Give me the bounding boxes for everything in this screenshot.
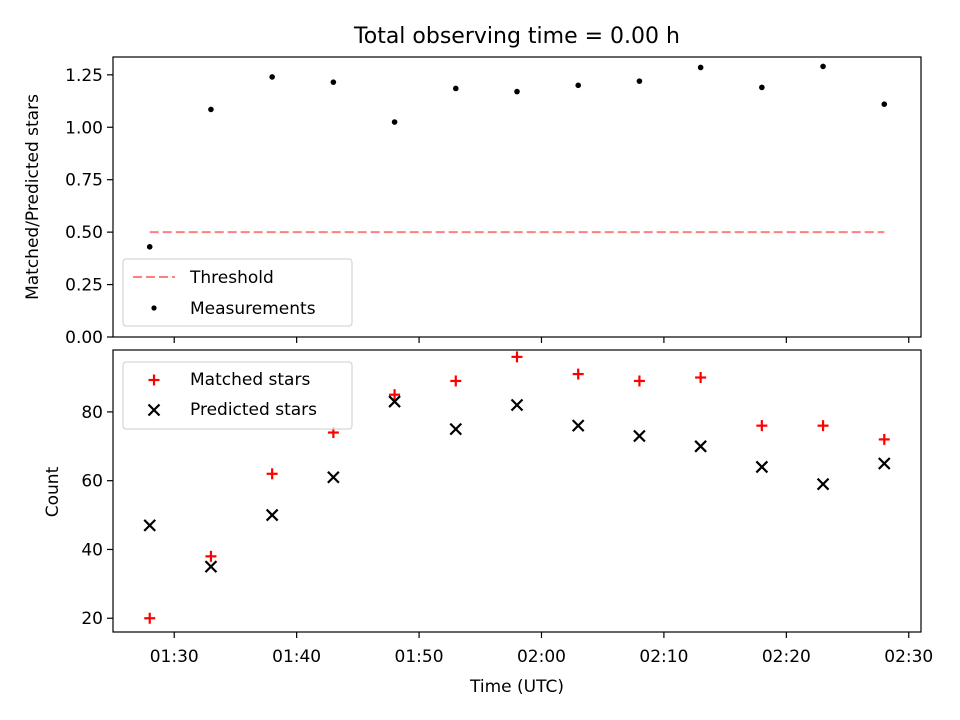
ratio-y-axis-label: Matched/Predicted stars (23, 94, 43, 300)
matched-stars-point (144, 612, 156, 624)
ratio-plot-area (146, 63, 888, 250)
count-y-axis: 20 40 60 80 (81, 403, 113, 629)
ratio-y-axis: 0.00 0.25 0.50 0.75 1.00 1.25 (65, 66, 113, 348)
measurement-point (636, 78, 643, 84)
matched-stars-point (511, 351, 523, 363)
ratio-legend-box (122, 258, 353, 327)
ratio-legend: Threshold Measurements (122, 258, 353, 327)
cross-marker-b (510, 398, 524, 412)
ratio-y-tick-label: 1.25 (65, 66, 103, 86)
measurement-point (514, 88, 520, 95)
cross-marker-b (633, 429, 646, 443)
legend-predicted-swatch (147, 403, 161, 417)
matched-stars-point (695, 372, 707, 384)
predicted-stars-point (633, 429, 646, 443)
cross-marker-b (449, 422, 463, 436)
measurement-point (575, 82, 582, 89)
cross-marker-b (388, 395, 401, 408)
predicted-stars-point (143, 519, 157, 532)
legend-measurements-label: Measurements (190, 299, 316, 319)
matched-stars-point (878, 433, 890, 445)
measurement-point (269, 74, 275, 80)
count-x-axis: 01:30 01:40 01:50 02:00 02:10 02:20 02:30 (150, 632, 933, 667)
cross-marker-b (143, 519, 157, 532)
measurement-point (391, 119, 398, 125)
predicted-stars-point (510, 398, 524, 412)
cross-marker-b (755, 460, 769, 474)
count-y-tick-label: 80 (81, 403, 103, 423)
ratio-y-tick-label: 0.75 (65, 171, 103, 191)
measurement-point (881, 101, 888, 107)
cross-marker-b (147, 403, 161, 417)
legend-predicted-label: Predicted stars (190, 400, 317, 420)
measurement-point (820, 63, 826, 70)
count-legend: Matched stars Predicted stars (122, 361, 353, 430)
measurement-point (697, 64, 704, 71)
matched-stars-point (572, 368, 584, 380)
ratio-axes-frame (112, 56, 922, 338)
legend-matched-swatch (148, 374, 160, 386)
legend-matched-marker (148, 374, 160, 386)
count-y-tick-label: 60 (81, 472, 103, 492)
count-legend-box (122, 361, 353, 430)
x-axis-label: Time (UTC) (469, 677, 564, 697)
count-y-tick-label: 40 (81, 540, 103, 560)
count-panel: Count Time (UTC) 20 40 60 80 01:30 01:40 01:5… (43, 349, 933, 697)
cross-marker-b (204, 560, 218, 573)
cross-marker-b (816, 477, 830, 491)
count-x-tick-label: 01:30 (150, 647, 199, 667)
count-y-axis-label: Count (43, 466, 63, 517)
matched-stars-point (266, 468, 278, 480)
predicted-stars-point (877, 457, 891, 470)
count-x-tick-label: 01:40 (272, 647, 321, 667)
cross-marker-b (571, 419, 585, 432)
measurement-point (452, 85, 459, 92)
cross-marker-b (265, 508, 279, 522)
ratio-panel: Total observing time = 0.00 h Matched/Pr… (23, 24, 922, 348)
predicted-stars-point (755, 460, 769, 474)
predicted-stars-point (204, 560, 218, 573)
legend-threshold-label: Threshold (189, 268, 274, 288)
count-x-tick-label: 02:30 (884, 647, 933, 667)
predicted-stars-point (694, 440, 707, 453)
ratio-y-tick-label: 1.00 (65, 118, 103, 138)
legend-matched-label: Matched stars (190, 370, 310, 390)
matched-stars-point (817, 420, 829, 432)
ratio-x-axis (173, 337, 910, 343)
legend-predicted-marker (147, 403, 161, 417)
matched-stars-point (633, 375, 645, 387)
count-plot-area (143, 351, 891, 624)
count-x-tick-label: 01:50 (395, 647, 444, 667)
count-x-tick-label: 02:00 (517, 647, 566, 667)
cross-marker-b (694, 440, 707, 453)
ratio-y-tick-label: 0.50 (65, 223, 103, 243)
matched-stars-point (450, 375, 462, 387)
predicted-stars-point (571, 419, 585, 432)
predicted-stars-point (327, 470, 340, 484)
measurement-point (330, 79, 337, 85)
ratio-y-tick-label: 0.25 (65, 276, 103, 296)
chart-title: Total observing time = 0.00 h (353, 24, 680, 49)
predicted-stars-point (816, 477, 830, 491)
count-y-tick-label: 20 (81, 609, 103, 629)
legend-measurements-swatch (151, 305, 157, 311)
count-axes-frame (112, 349, 922, 633)
measurement-point (759, 84, 765, 91)
predicted-stars-point (265, 508, 279, 522)
count-x-tick-label: 02:20 (762, 647, 811, 667)
cross-marker-b (327, 470, 340, 484)
matched-stars-point (205, 550, 217, 562)
measurement-point (208, 106, 214, 113)
ratio-y-tick-label: 0.00 (65, 328, 103, 348)
matched-stars-point (756, 420, 768, 432)
matched-stars-point (389, 389, 401, 401)
predicted-stars-point (388, 395, 401, 408)
predicted-stars-point (449, 422, 463, 436)
count-x-tick-label: 02:10 (639, 647, 688, 667)
cross-marker-b (877, 457, 891, 470)
measurement-point (146, 244, 153, 250)
